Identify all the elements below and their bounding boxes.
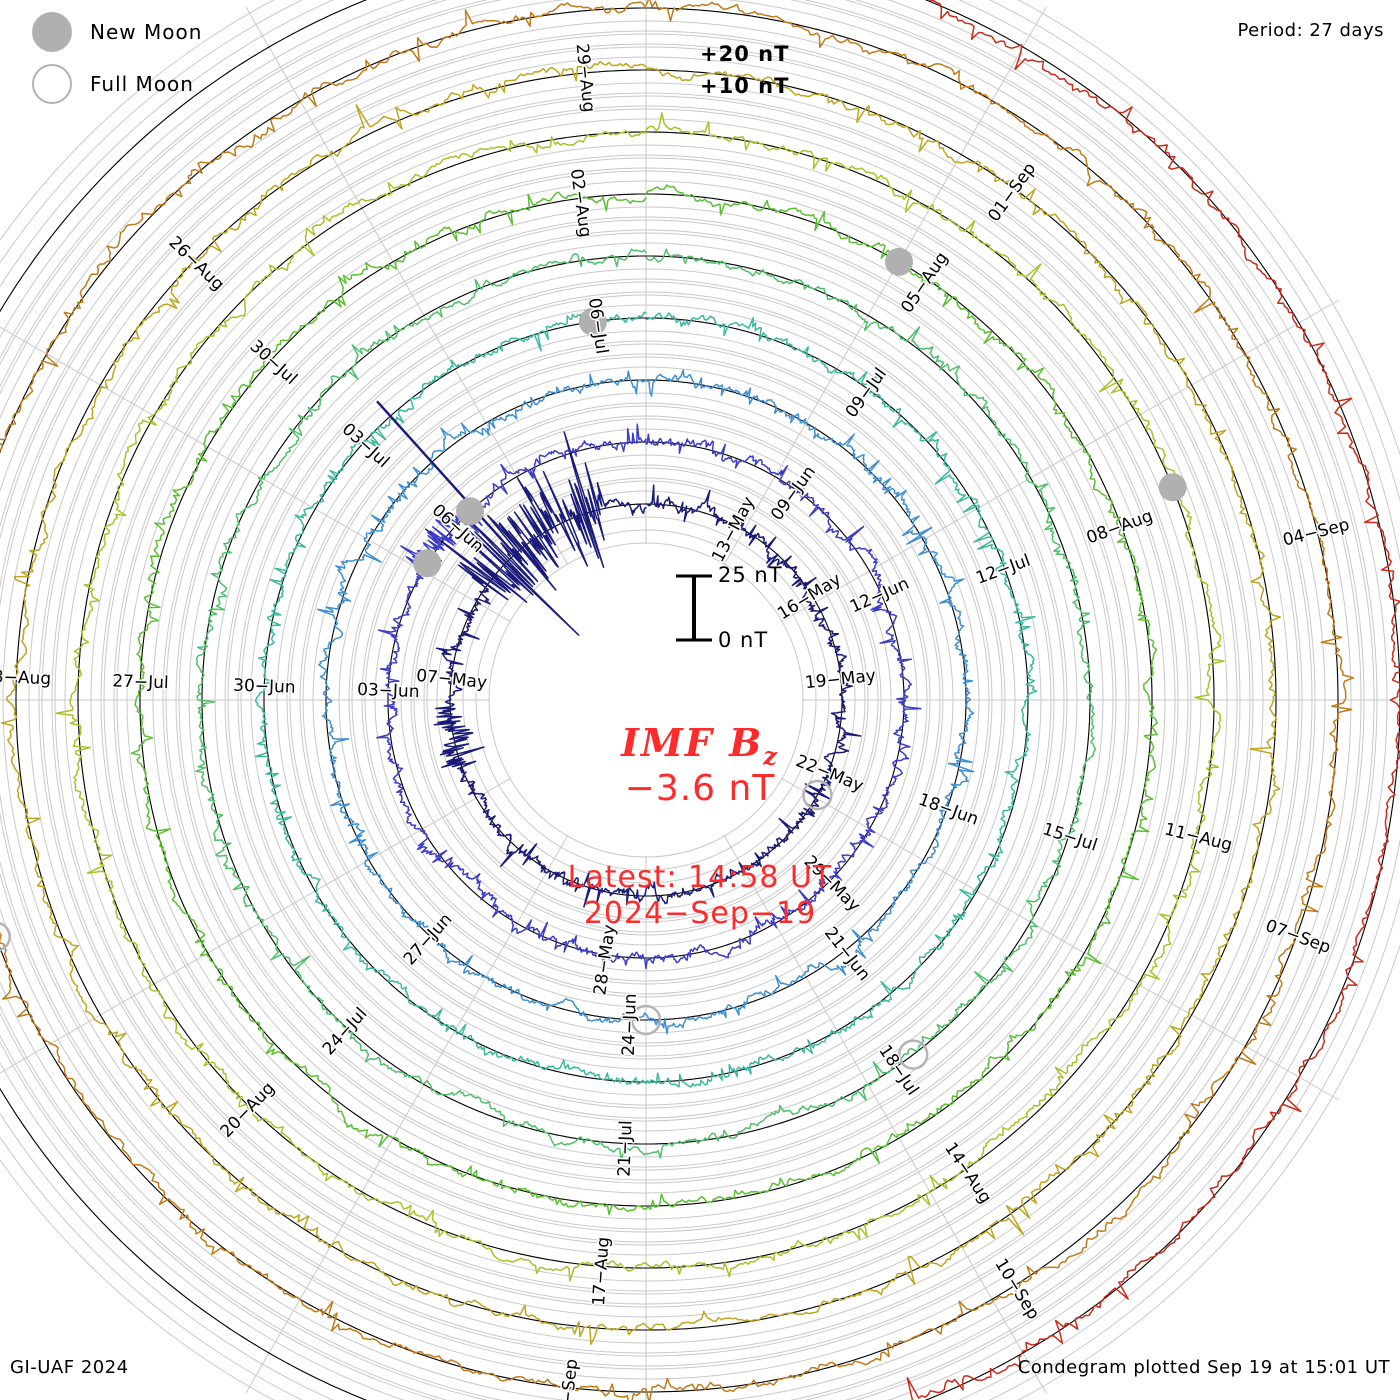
imf-value: −3.6 nT xyxy=(624,768,776,809)
date-label: 06−Jul xyxy=(584,297,612,356)
date-label: 23−Aug xyxy=(0,667,51,689)
date-label: 15−Jul xyxy=(1040,819,1100,855)
date-label: 14−Aug xyxy=(940,1139,995,1207)
footer-plot-time: Condegram plotted Sep 19 at 15:01 UT xyxy=(1017,1357,1390,1378)
period-label: Period: 27 days xyxy=(1237,20,1384,41)
scale-bar xyxy=(676,574,712,642)
date-label: 13−Sep xyxy=(555,1358,582,1400)
date-label: 27−Jul xyxy=(112,671,169,693)
date-label: 30−Jun xyxy=(233,676,296,698)
date-label: 20−Aug xyxy=(217,1078,279,1142)
imf-title-main: IMF B xyxy=(621,720,764,765)
date-label: 09−Jun xyxy=(767,462,820,524)
footer-credit: GI-UAF 2024 xyxy=(10,1357,129,1378)
imf-title-subscript: z xyxy=(763,741,779,771)
date-label: 02−Aug xyxy=(566,168,595,239)
legend-item-full-moon: Full Moon xyxy=(18,58,202,110)
scale-bar-top-label: 25 nT xyxy=(718,563,783,587)
scale-bar-bottom-label: 0 nT xyxy=(718,628,769,652)
page-title: IMF Bz xyxy=(0,720,1400,771)
date-label: 17−Aug xyxy=(589,1236,614,1306)
date-label: 12−Jun xyxy=(847,574,912,618)
filled-circle-icon xyxy=(32,12,72,52)
date-label: 29−Aug xyxy=(572,43,599,114)
legend-label-new-moon: New Moon xyxy=(90,20,203,44)
moon-markers xyxy=(0,247,1187,1070)
legend-item-new-moon: New Moon xyxy=(18,6,202,58)
date-label: 03−Jun xyxy=(357,680,420,702)
moon-phase-legend: New Moon Full Moon xyxy=(18,6,202,110)
open-circle-icon xyxy=(32,64,72,104)
latest-date: 2024−Sep−19 xyxy=(583,896,817,931)
date-label: 10−Sep xyxy=(990,1255,1043,1323)
gridline-label-10nt: +10 nT xyxy=(700,74,790,98)
date-label: 24−Jun xyxy=(619,993,641,1056)
date-label: 16−May xyxy=(774,570,845,625)
date-label: 21−Jul xyxy=(615,1120,637,1177)
date-label: 30−Jul xyxy=(246,336,301,389)
latest-time: Latest: 14:58 UT xyxy=(567,860,833,895)
legend-label-full-moon: Full Moon xyxy=(90,72,194,96)
gridline-label-20nt: +20 nT xyxy=(700,42,790,66)
date-label: 07−May xyxy=(415,666,488,693)
date-label: 19−May xyxy=(804,666,877,693)
